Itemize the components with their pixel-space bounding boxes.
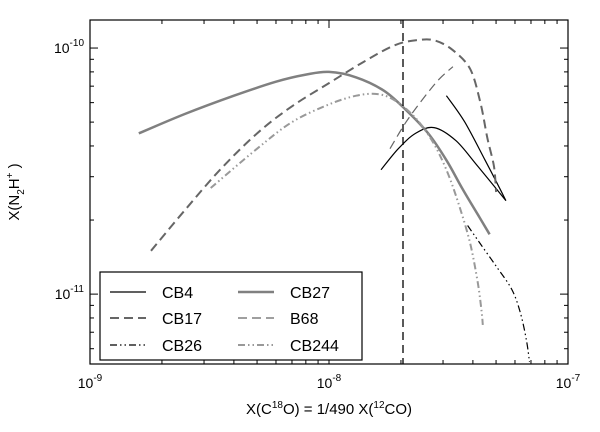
x-tick-label: 10-7 bbox=[556, 373, 581, 391]
legend-label-cb244: CB244 bbox=[290, 338, 339, 355]
series-line-cb4 bbox=[445, 95, 507, 201]
series-line-cb4 bbox=[380, 126, 507, 201]
x-axis-title: X(C18O) = 1/490 X(12CO) bbox=[246, 400, 412, 418]
tick-labels: 10-9 10-8 10-7 10-11 10-10 bbox=[54, 38, 581, 391]
legend-label-b68: B68 bbox=[290, 311, 319, 328]
x-tick-label: 10-8 bbox=[317, 373, 342, 391]
ticks bbox=[89, 20, 569, 364]
y-tick-label: 10-11 bbox=[55, 284, 85, 302]
x-tick-label: 10-9 bbox=[78, 373, 103, 391]
series-line-cb17 bbox=[150, 38, 498, 252]
y-tick-label: 10-10 bbox=[54, 38, 84, 56]
legend-label-cb17: CB17 bbox=[162, 311, 202, 328]
series-layer bbox=[138, 38, 531, 363]
y-axis-title: X(N2H+ ) bbox=[5, 163, 27, 220]
series-line-b68 bbox=[389, 66, 454, 150]
legend: CB4 CB17 CB26 CB27 B68 CB244 bbox=[99, 271, 363, 361]
series-line-cb244 bbox=[210, 92, 484, 325]
legend-label-cb27: CB27 bbox=[290, 285, 330, 302]
plot-frame bbox=[89, 19, 569, 365]
series-line-cb26 bbox=[467, 225, 531, 363]
legend-label-cb26: CB26 bbox=[162, 338, 202, 355]
legend-label-cb4: CB4 bbox=[162, 285, 193, 302]
series-line-cb27 bbox=[138, 70, 491, 235]
